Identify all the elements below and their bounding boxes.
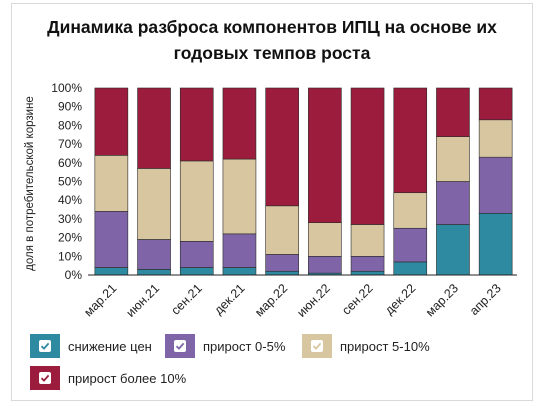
legend-swatch — [165, 334, 195, 358]
x-tick-label: июн.22 — [294, 281, 333, 320]
bar-segment — [265, 205, 299, 255]
bar-segment — [222, 233, 257, 268]
bar-segment — [179, 87, 214, 162]
bar-segment — [308, 255, 342, 274]
bar-segment — [393, 227, 428, 263]
y-tick-label: 30% — [58, 212, 82, 226]
bar-segment — [478, 212, 513, 276]
bar-segment — [137, 87, 171, 169]
bar-segment — [94, 211, 129, 268]
checkbox-checked-icon[interactable] — [311, 340, 323, 352]
y-tick-label: 70% — [58, 137, 82, 151]
y-tick-label: 40% — [58, 193, 82, 207]
y-tick-label: 100% — [51, 81, 82, 95]
x-tick-label: дек.22 — [382, 281, 418, 317]
bar-segment — [478, 87, 513, 121]
legend-swatch — [302, 334, 332, 358]
legend-item[interactable]: прирост более 10% — [30, 366, 186, 390]
bar-segment — [436, 181, 470, 225]
y-tick-label: 10% — [58, 249, 82, 263]
legend-item[interactable]: прирост 5-10% — [302, 334, 430, 358]
legend-item[interactable]: снижение цен — [30, 334, 152, 358]
bar-segment — [179, 267, 214, 276]
bar-segment — [478, 119, 513, 158]
checkbox-checked-icon[interactable] — [39, 372, 51, 384]
y-tick-label: 50% — [58, 175, 82, 189]
bar-segment — [393, 87, 428, 194]
bar-segment — [222, 87, 257, 160]
bar-segment — [350, 224, 385, 257]
x-tick-label: дек.21 — [211, 281, 247, 317]
bar-segment — [222, 158, 257, 235]
checkbox-checked-icon[interactable] — [174, 340, 186, 352]
bar-segment — [179, 160, 214, 242]
y-tick-label: 20% — [58, 231, 82, 245]
legend-swatch — [30, 334, 60, 358]
bar-segment — [94, 155, 129, 212]
legend-label: прирост 5-10% — [340, 338, 430, 354]
checkbox-checked-icon[interactable] — [39, 340, 51, 352]
y-axis-label: доля в потребительской корзине — [24, 96, 36, 271]
legend-label: прирост 0-5% — [203, 338, 286, 354]
bar-segment — [350, 255, 385, 272]
bar-segment — [265, 254, 299, 272]
bar-segment — [308, 87, 342, 223]
bar-segment — [265, 87, 299, 207]
bar-segment — [222, 267, 257, 276]
bar-segment — [436, 224, 470, 276]
bar-segment — [478, 156, 513, 214]
y-tick-label: 0% — [65, 268, 83, 282]
bar-segment — [393, 261, 428, 276]
bar-segment — [393, 192, 428, 229]
bar-segment — [350, 270, 385, 276]
bar-segment — [265, 270, 299, 276]
x-tick-label: сен.21 — [168, 281, 204, 317]
legend-label: прирост более 10% — [68, 370, 187, 386]
x-tick-label: мар.23 — [423, 281, 461, 319]
bar-segment — [308, 222, 342, 257]
x-tick-label: мар.22 — [252, 281, 290, 319]
legend-swatch — [30, 366, 60, 390]
bar-segment — [94, 267, 129, 276]
legend-item[interactable]: прирост 0-5% — [165, 334, 285, 358]
chart-title: Динамика разброса компонентов ИПЦ на осн… — [47, 17, 497, 63]
x-tick-label: мар.21 — [81, 281, 119, 319]
bar-segment — [94, 87, 129, 156]
y-tick-label: 80% — [58, 118, 82, 132]
x-tick-label: сен.22 — [339, 281, 375, 317]
bar-segment — [137, 168, 171, 240]
bar-segment — [350, 87, 385, 225]
y-tick-label: 90% — [58, 100, 82, 114]
bar-segment — [436, 136, 470, 182]
x-tick-label: июн.21 — [124, 281, 163, 320]
bar-segment — [179, 241, 214, 268]
bar-segment — [436, 87, 470, 137]
bar-segment — [137, 269, 171, 276]
bar-segment — [137, 239, 171, 270]
y-tick-label: 60% — [58, 156, 82, 170]
legend-label: снижение цен — [68, 338, 152, 354]
x-tick-label: апр.23 — [467, 281, 504, 318]
